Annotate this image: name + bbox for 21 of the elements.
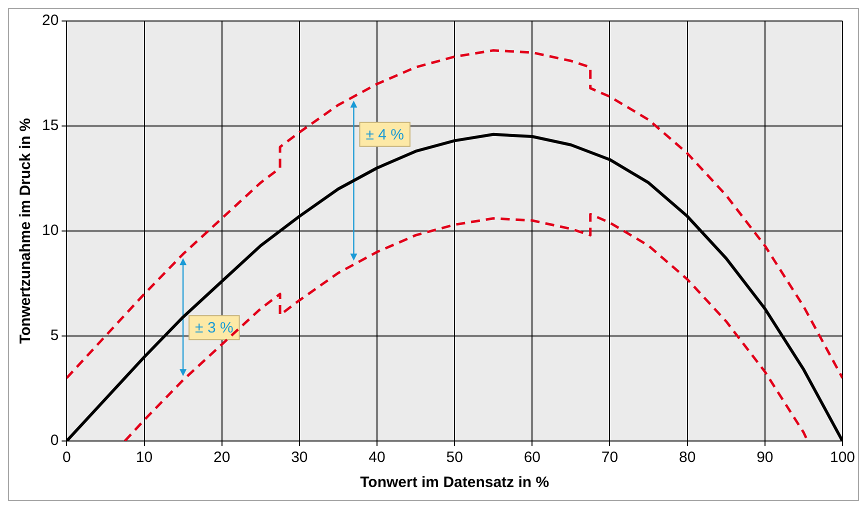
x-tick-label: 50 <box>446 449 463 466</box>
x-tick-label: 40 <box>368 449 386 466</box>
x-axis-title: Tonwert im Datensatz in % <box>360 474 550 492</box>
x-tick-label: 20 <box>214 449 230 466</box>
x-tick-label: 70 <box>601 449 618 466</box>
y-tick-label: 10 <box>42 222 59 240</box>
x-tick-label: 10 <box>136 449 153 466</box>
annotation: ± 4 % <box>366 126 404 144</box>
y-axis-title: Tonwertzunahme im Druck in % <box>17 118 34 344</box>
y-tick-label: 20 <box>42 12 59 30</box>
y-tick-label: 15 <box>42 117 59 134</box>
x-tick-label: 100 <box>830 449 855 466</box>
x-tick-label: 60 <box>524 449 541 466</box>
y-tick-label: 0 <box>50 432 59 450</box>
x-tick-label: 0 <box>62 449 71 466</box>
annotation: ± 3 % <box>195 320 234 337</box>
x-tick-label: 30 <box>291 449 308 466</box>
x-tick-label: 80 <box>678 449 696 466</box>
line-series <box>124 212 809 441</box>
x-tick-label: 90 <box>756 449 774 466</box>
y-tick-label: 5 <box>50 327 59 344</box>
